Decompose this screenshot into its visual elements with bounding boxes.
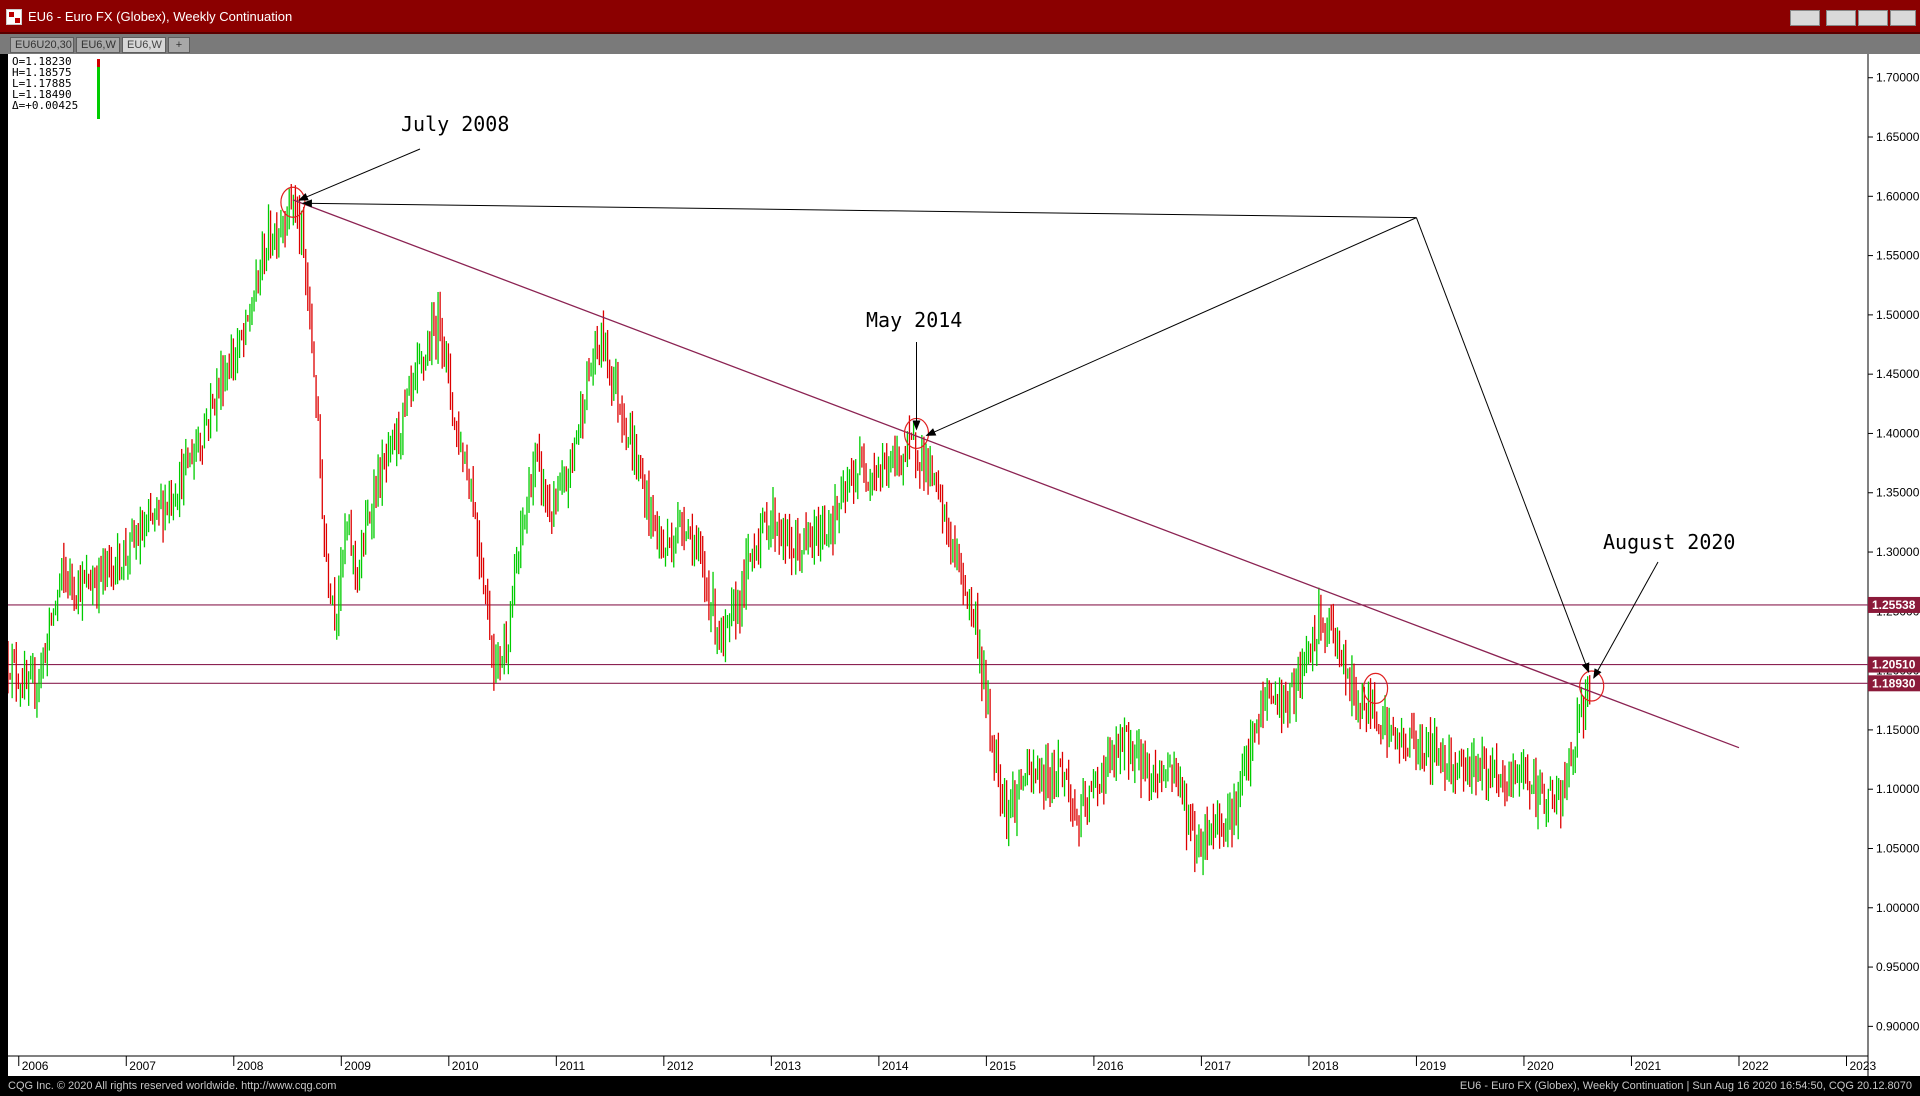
x-tick-label: 2013 xyxy=(774,1059,801,1073)
ohlc-readout: O=1.18230 H=1.18575 L=1.17885 L=1.18490 … xyxy=(12,55,100,119)
title-bar: EU6 - Euro FX (Globex), Weekly Continuat… xyxy=(0,0,1920,34)
change-value: Δ=+0.00425 xyxy=(12,99,79,112)
annotation-circle xyxy=(1362,672,1389,705)
y-tick-label: 0.90000 xyxy=(1876,1019,1920,1033)
level-price-label: 1.20510 xyxy=(1872,658,1916,672)
current-bar-swatch xyxy=(97,59,100,119)
open-value: O=1.18230 xyxy=(12,55,72,68)
add-tab-button[interactable]: + xyxy=(168,37,190,53)
x-tick-label: 2017 xyxy=(1204,1059,1231,1073)
minimize-button[interactable] xyxy=(1826,10,1856,26)
level-price-label: 1.25538 xyxy=(1872,598,1916,612)
x-tick-label: 2023 xyxy=(1849,1059,1876,1073)
status-info: EU6 - Euro FX (Globex), Weekly Continuat… xyxy=(1459,1080,1912,1092)
downtrend-line xyxy=(292,199,1740,749)
x-tick-label: 2012 xyxy=(667,1059,694,1073)
annotation-arrow xyxy=(925,217,1417,436)
tab-eu6-w-1[interactable]: EU6,W xyxy=(76,37,120,53)
y-tick-label: 1.15000 xyxy=(1876,723,1920,737)
x-tick-label: 2021 xyxy=(1634,1059,1661,1073)
level-price-tag xyxy=(1868,675,1920,692)
x-tick-label: 2007 xyxy=(129,1059,156,1073)
annotation-label: July 2008 xyxy=(401,112,509,136)
y-tick-label: 1.30000 xyxy=(1876,545,1920,559)
link-icon[interactable] xyxy=(1790,10,1820,26)
y-tick-label: 1.10000 xyxy=(1876,782,1920,796)
level-price-tag xyxy=(1868,656,1920,673)
copyright-text: CQG Inc. © 2020 All rights reserved worl… xyxy=(8,1080,337,1092)
x-tick-label: 2008 xyxy=(237,1059,264,1073)
y-tick-label: 1.65000 xyxy=(1876,130,1920,144)
x-tick-label: 2009 xyxy=(344,1059,371,1073)
app-icon xyxy=(6,9,22,25)
y-tick-label: 1.00000 xyxy=(1876,901,1920,915)
x-tick-label: 2015 xyxy=(989,1059,1016,1073)
x-tick-label: 2022 xyxy=(1742,1059,1769,1073)
level-price-label: 1.18930 xyxy=(1872,676,1916,690)
tab-eu6-w-2[interactable]: EU6,W xyxy=(122,37,166,53)
y-tick-label: 1.50000 xyxy=(1876,308,1920,322)
annotation-arrow xyxy=(297,148,421,201)
x-tick-label: 2011 xyxy=(559,1059,585,1073)
price-chart[interactable]: 1.70000 1.65000 1.60000 1.55000 1.50000 1.450… xyxy=(7,54,1920,1076)
last-value: L=1.18490 xyxy=(12,88,72,101)
y-tick-label: 0.95000 xyxy=(1876,960,1920,974)
high-value: H=1.18575 xyxy=(12,66,72,79)
annotation-label: August 2020 xyxy=(1603,530,1735,554)
x-tick-label: 2019 xyxy=(1419,1059,1446,1073)
x-tick-label: 2018 xyxy=(1312,1059,1339,1073)
level-price-tag xyxy=(1868,596,1920,613)
chart-panel[interactable]: 1.70000 1.65000 1.60000 1.55000 1.50000 1.450… xyxy=(7,54,1920,1076)
y-tick-label: 1.40000 xyxy=(1876,426,1920,440)
y-tick-label: 1.70000 xyxy=(1876,71,1920,85)
status-bar: CQG Inc. © 2020 All rights reserved worl… xyxy=(0,1076,1920,1096)
y-tick-label: 1.60000 xyxy=(1876,189,1920,203)
window-title: EU6 - Euro FX (Globex), Weekly Continuat… xyxy=(28,9,293,24)
y-tick-label: 1.05000 xyxy=(1876,841,1920,855)
annotation-circle xyxy=(1579,670,1605,702)
restore-button[interactable] xyxy=(1858,10,1888,26)
x-tick-label: 2014 xyxy=(882,1059,909,1073)
close-button[interactable] xyxy=(1890,10,1916,26)
x-tick-label: 2020 xyxy=(1527,1059,1554,1073)
annotation-arrow xyxy=(1415,217,1590,673)
x-tick-label: 2006 xyxy=(22,1059,49,1073)
tab-eu6u20-30[interactable]: EU6U20,30 xyxy=(10,37,74,53)
tab-bar: EU6U20,30 EU6,W EU6,W + xyxy=(0,34,1920,54)
y-tick-label: 1.35000 xyxy=(1876,486,1920,500)
y-tick-label: 1.55000 xyxy=(1876,249,1920,263)
low-value: L=1.17885 xyxy=(12,77,72,90)
annotation-label: May 2014 xyxy=(866,308,962,332)
y-tick-label: 1.45000 xyxy=(1876,367,1920,381)
x-tick-label: 2010 xyxy=(452,1059,479,1073)
annotation-arrow xyxy=(301,199,1417,219)
x-tick-label: 2016 xyxy=(1097,1059,1124,1073)
annotation-arrow xyxy=(1593,561,1659,679)
